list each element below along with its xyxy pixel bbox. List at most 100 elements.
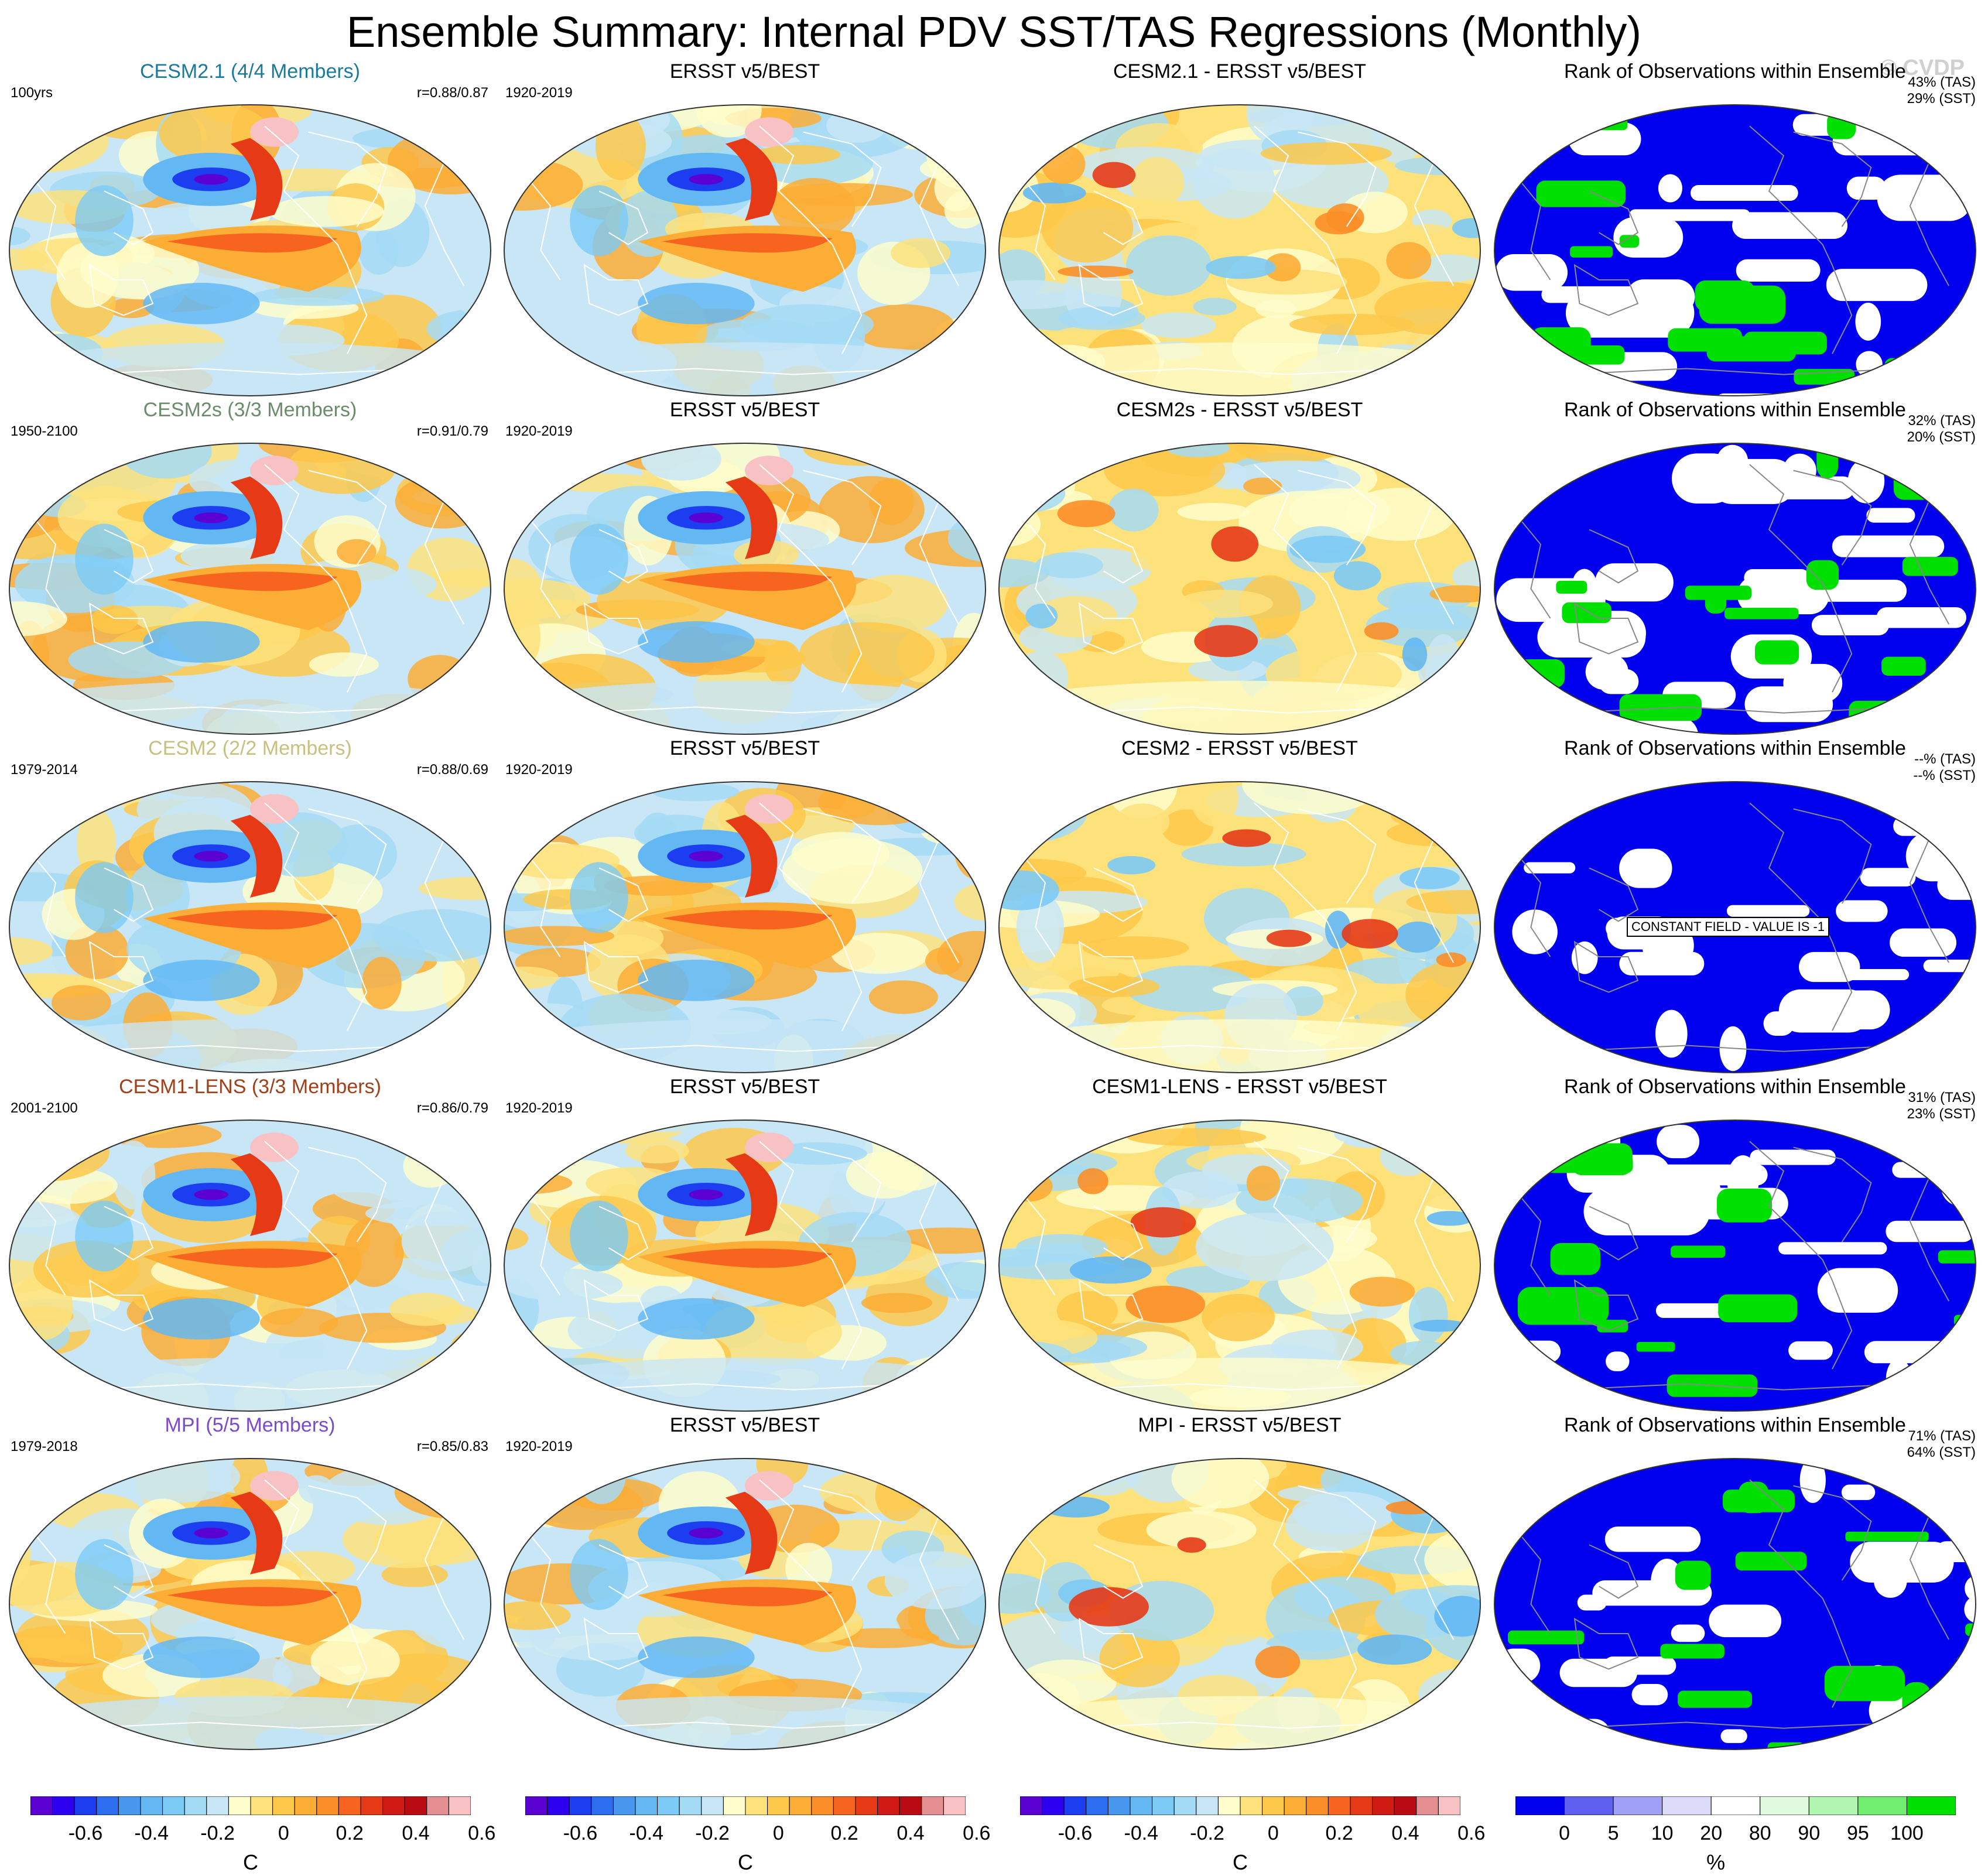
field-patch	[9, 1122, 66, 1155]
diff-anomaly	[999, 1152, 1032, 1177]
rank-sst-label: 64% (SST)	[1907, 1444, 1976, 1460]
field-patch	[464, 460, 491, 503]
field-patch	[1442, 1716, 1480, 1750]
coastline	[1069, 706, 1410, 714]
colorbar-unit: %	[1706, 1850, 1726, 1874]
rank-white-region	[1496, 1648, 1541, 1683]
coastline	[1078, 1279, 1144, 1331]
field-patch	[1191, 782, 1238, 827]
diff-panel-title: CESM2s - ERSST v5/BEST	[1116, 399, 1363, 421]
diff-anomaly	[1024, 1499, 1051, 1514]
diff-anomaly	[1264, 253, 1301, 282]
map-outline	[504, 1120, 986, 1412]
field-patch	[954, 697, 986, 731]
difference-map	[998, 1120, 1481, 1412]
rank-green-region	[1660, 1644, 1724, 1659]
diff-anomaly	[1206, 256, 1276, 279]
coastline	[919, 499, 960, 625]
rank-white-region	[1926, 828, 1976, 860]
field-patch	[826, 108, 888, 143]
field-patch	[1401, 1120, 1480, 1165]
np-cold-center	[194, 512, 228, 523]
field-patch	[769, 1142, 867, 1165]
field-patch	[892, 1460, 961, 1496]
rank-green-region	[1767, 1742, 1804, 1750]
coastline	[1573, 940, 1639, 993]
rank-white-region	[1873, 376, 1976, 396]
field-patch	[22, 122, 93, 141]
diff-anomaly	[1022, 182, 1086, 204]
field-patch	[1176, 590, 1273, 618]
field-patch	[1255, 299, 1296, 319]
sp-cold-wedge	[143, 1637, 260, 1678]
rank-white-region	[1847, 458, 1885, 504]
indo-cold	[75, 523, 134, 595]
rank-white-region	[1846, 176, 1887, 200]
diff-anomaly	[1069, 1256, 1152, 1284]
rank-green-region	[1716, 1188, 1773, 1223]
coastline	[80, 368, 420, 375]
correlation-label: r=0.91/0.79	[416, 423, 488, 439]
field-patch	[9, 1372, 46, 1393]
rank-white-region	[1953, 322, 1976, 350]
field-patch	[999, 1120, 1083, 1165]
colorbar-swatch	[635, 1796, 658, 1815]
field-patch	[504, 802, 584, 824]
rank-white-region	[1690, 184, 1798, 201]
coastline	[1749, 464, 1853, 693]
colorbar-swatch	[1662, 1796, 1712, 1815]
rank-map	[1494, 104, 1976, 396]
coastline	[1793, 1485, 1872, 1581]
coastline	[919, 1515, 960, 1640]
colorbar-swatch	[877, 1796, 900, 1815]
np-cold-center	[689, 1528, 723, 1539]
correlation-label: r=0.86/0.79	[416, 1100, 488, 1116]
tropical-core	[662, 233, 833, 253]
indo-cold	[75, 1539, 134, 1610]
colorbar-tick-label: -0.2	[695, 1822, 730, 1844]
rank-sst-label: 23% (SST)	[1907, 1106, 1976, 1122]
model-panel-title: CESM1-LENS (3/3 Members)	[119, 1076, 381, 1098]
field-patch	[881, 1718, 931, 1750]
field-patch	[1130, 157, 1185, 208]
colorbar-swatch	[1710, 1796, 1761, 1815]
colorbar-swatch	[1063, 1796, 1087, 1815]
colorbar-tick-label: -0.4	[629, 1822, 664, 1844]
model-panel-title: CESM2s (3/3 Members)	[143, 399, 357, 421]
alaska-high	[745, 794, 793, 824]
coastline	[1589, 190, 1639, 245]
field-patch	[409, 1586, 491, 1652]
coastline	[30, 1191, 66, 1296]
coastline	[1254, 464, 1357, 693]
rank-panel-title: Rank of Observations within Ensemble	[1564, 60, 1906, 83]
coastline	[1069, 1383, 1410, 1391]
rank-white-region	[1886, 1358, 1912, 1400]
colorbar-tick-label: -0.6	[1058, 1822, 1093, 1844]
field-patch	[1408, 1287, 1448, 1343]
colorbar	[1020, 1796, 1460, 1815]
rank-green-region	[1938, 1250, 1976, 1264]
rank-white-region	[1832, 535, 1945, 557]
map-outline	[998, 443, 1481, 735]
rank-white-region	[1965, 1670, 1976, 1691]
field-patch	[817, 782, 940, 826]
colorbar-swatch	[811, 1796, 834, 1815]
rank-green-region	[1550, 1243, 1600, 1275]
coastline	[1298, 470, 1377, 566]
rank-green-region	[1517, 1287, 1609, 1325]
colorbar-tick-label: -0.2	[1190, 1822, 1224, 1844]
field-patch	[852, 304, 956, 351]
field-patch	[81, 713, 136, 734]
regression-map	[504, 1120, 986, 1412]
rank-sst-label: --% (SST)	[1913, 768, 1976, 783]
period-label: 1979-2014	[11, 762, 78, 778]
coastline	[88, 602, 154, 655]
colorbar-swatch	[426, 1796, 449, 1815]
field-patch	[443, 106, 491, 169]
field-patch	[336, 539, 377, 565]
colorbar-swatch	[404, 1796, 427, 1815]
np-cold-center	[689, 1189, 723, 1200]
field-patch	[1452, 559, 1480, 593]
colorbar-swatch	[1760, 1796, 1809, 1815]
indo-cold	[570, 1200, 628, 1272]
